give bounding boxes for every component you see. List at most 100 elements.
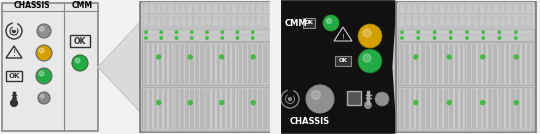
Bar — [516, 44, 520, 83]
Circle shape — [482, 31, 484, 33]
Circle shape — [37, 24, 51, 38]
Bar — [244, 89, 247, 129]
Circle shape — [75, 58, 80, 63]
Circle shape — [498, 31, 501, 33]
Bar — [506, 89, 509, 129]
Bar — [493, 44, 497, 83]
Bar — [164, 44, 167, 83]
Bar — [455, 44, 458, 83]
Circle shape — [157, 55, 161, 59]
Bar — [180, 44, 184, 83]
Bar — [168, 16, 174, 27]
Bar — [472, 16, 478, 27]
Circle shape — [251, 55, 255, 59]
Circle shape — [251, 101, 255, 105]
Bar — [421, 44, 424, 83]
Bar — [154, 89, 157, 129]
Polygon shape — [393, 22, 396, 112]
Bar — [250, 3, 255, 14]
Bar — [227, 89, 230, 129]
Bar — [263, 44, 267, 83]
Circle shape — [323, 15, 339, 31]
Bar — [258, 44, 261, 83]
Bar — [200, 16, 205, 27]
Bar — [398, 2, 534, 14]
Circle shape — [447, 55, 451, 59]
Text: CHASSIS: CHASSIS — [290, 116, 330, 126]
Bar — [398, 42, 534, 85]
Bar — [143, 43, 173, 84]
Circle shape — [39, 71, 44, 76]
Circle shape — [252, 37, 254, 39]
Circle shape — [252, 31, 254, 33]
Bar — [472, 3, 478, 14]
Bar — [410, 89, 414, 129]
Bar — [258, 89, 261, 129]
Bar — [500, 16, 505, 27]
Bar — [174, 43, 205, 84]
Bar — [180, 89, 184, 129]
Circle shape — [363, 29, 371, 37]
FancyBboxPatch shape — [140, 2, 272, 132]
Bar — [200, 3, 205, 14]
Bar — [187, 16, 193, 27]
Bar — [477, 44, 481, 83]
Bar — [174, 3, 180, 14]
Bar — [522, 89, 525, 129]
Bar — [207, 89, 211, 129]
Bar — [400, 89, 404, 129]
Bar — [263, 89, 267, 129]
Circle shape — [176, 31, 178, 33]
Bar — [493, 89, 497, 129]
Bar — [250, 16, 255, 27]
Circle shape — [221, 31, 224, 33]
Bar — [399, 35, 533, 41]
Bar — [501, 89, 504, 129]
Bar — [181, 3, 186, 14]
Bar — [181, 16, 186, 27]
Circle shape — [36, 45, 52, 61]
Bar — [438, 44, 442, 83]
Bar — [174, 16, 180, 27]
Circle shape — [220, 101, 224, 105]
Bar — [488, 89, 492, 129]
Bar — [168, 44, 172, 83]
Bar — [513, 16, 519, 27]
Bar — [149, 44, 152, 83]
Bar — [519, 16, 525, 27]
Bar — [244, 44, 247, 83]
Text: !: ! — [342, 34, 345, 40]
Bar — [217, 89, 220, 129]
Bar — [460, 16, 465, 27]
Bar — [238, 43, 268, 84]
Bar — [413, 3, 418, 14]
Bar — [433, 43, 465, 84]
Bar — [176, 89, 179, 129]
Bar — [200, 44, 204, 83]
Bar — [154, 44, 157, 83]
Bar — [225, 16, 231, 27]
Circle shape — [36, 68, 52, 84]
Circle shape — [160, 31, 163, 33]
Bar — [500, 3, 505, 14]
Bar — [193, 3, 199, 14]
Bar — [185, 44, 189, 83]
Circle shape — [206, 31, 208, 33]
Text: CHASSIS: CHASSIS — [14, 1, 50, 10]
Bar — [405, 89, 409, 129]
Circle shape — [157, 101, 161, 105]
Bar — [159, 44, 162, 83]
Bar — [200, 89, 204, 129]
Bar — [419, 16, 425, 27]
Bar — [168, 89, 172, 129]
Bar — [399, 88, 431, 130]
Bar — [195, 44, 199, 83]
Circle shape — [417, 31, 420, 33]
Bar — [185, 89, 189, 129]
Bar — [238, 88, 268, 130]
Bar — [439, 3, 445, 14]
Bar — [248, 89, 252, 129]
Circle shape — [237, 31, 239, 33]
Bar — [493, 16, 499, 27]
Bar — [399, 43, 431, 84]
